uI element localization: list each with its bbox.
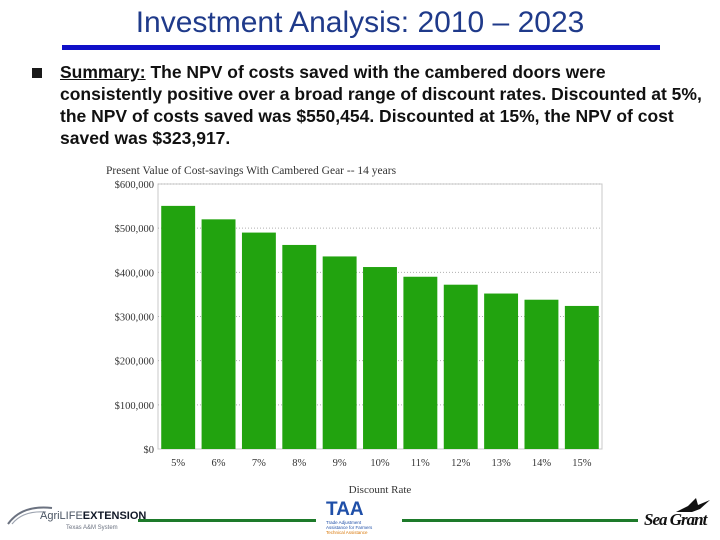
y-tick-label: $300,000: [115, 313, 154, 324]
summary-lead: Summary:: [60, 62, 146, 82]
x-tick-label: 14%: [532, 458, 552, 469]
y-tick-label: $100,000: [115, 401, 154, 412]
y-tick-label: $600,000: [115, 180, 154, 191]
summary-text: The NPV of costs saved with the cambered…: [60, 62, 702, 148]
y-tick-label: $0: [144, 445, 155, 456]
bar: [403, 276, 438, 449]
x-tick-label: 10%: [370, 458, 390, 469]
chart-svg: Present Value of Cost-savings With Cambe…: [106, 165, 603, 496]
y-tick-label: $200,000: [115, 357, 154, 368]
bar: [282, 244, 317, 449]
taa-sub-2: Assistance for Farmers: [326, 525, 373, 530]
agrilife-text-b: EXTENSION: [82, 510, 147, 522]
taa-sub-1: Trade Adjustment: [326, 520, 362, 525]
bar: [524, 299, 559, 449]
footer-rule-left: [138, 519, 316, 522]
y-tick-label: $500,000: [115, 224, 154, 235]
seagrant-bird-icon: [676, 498, 710, 512]
x-tick-label: 9%: [333, 458, 347, 469]
agrilife-text-a: AgriLIFE: [40, 510, 83, 522]
bar: [161, 205, 196, 449]
bar: [201, 219, 236, 449]
chart-title: Present Value of Cost-savings With Cambe…: [106, 165, 397, 177]
x-tick-label: 7%: [252, 458, 266, 469]
bar-chart: Present Value of Cost-savings With Cambe…: [100, 158, 608, 498]
bullet-square: [32, 68, 42, 78]
footer-rule-right: [402, 519, 638, 522]
agrilife-subtext: Texas A&M System: [66, 525, 118, 531]
x-tick-label: 5%: [171, 458, 185, 469]
x-tick-label: 15%: [572, 458, 592, 469]
slide-title: Investment Analysis: 2010 – 2023: [135, 6, 585, 39]
x-tick-label: 12%: [451, 458, 471, 469]
bar: [322, 256, 357, 449]
summary-paragraph: Summary: The NPV of costs saved with the…: [60, 61, 710, 149]
x-tick-label: 11%: [411, 458, 430, 469]
seagrant-logo-text: Sea Grant: [644, 510, 707, 529]
bar: [443, 284, 478, 449]
bar: [241, 232, 276, 449]
taa-logo-text: TAA: [326, 499, 364, 520]
footer-logo-taa: TAA Trade Adjustment Assistance for Farm…: [326, 500, 396, 540]
taa-sub-3: Technical Assistance: [326, 530, 368, 535]
x-tick-label: 13%: [491, 458, 511, 469]
footer-logo-seagrant: Sea Grant: [644, 496, 716, 536]
bar: [564, 305, 599, 449]
y-tick-label: $400,000: [115, 268, 154, 279]
x-tick-label: 8%: [292, 458, 306, 469]
x-axis-label: Discount Rate: [349, 484, 412, 496]
footer-logo-agrilife: AgriLIFEEXTENSION Texas A&M System: [6, 496, 146, 536]
bar: [363, 267, 397, 449]
title-underline: [62, 45, 660, 50]
bar: [484, 293, 519, 449]
x-tick-label: 6%: [212, 458, 226, 469]
agrilife-swoosh-icon: [7, 506, 53, 525]
